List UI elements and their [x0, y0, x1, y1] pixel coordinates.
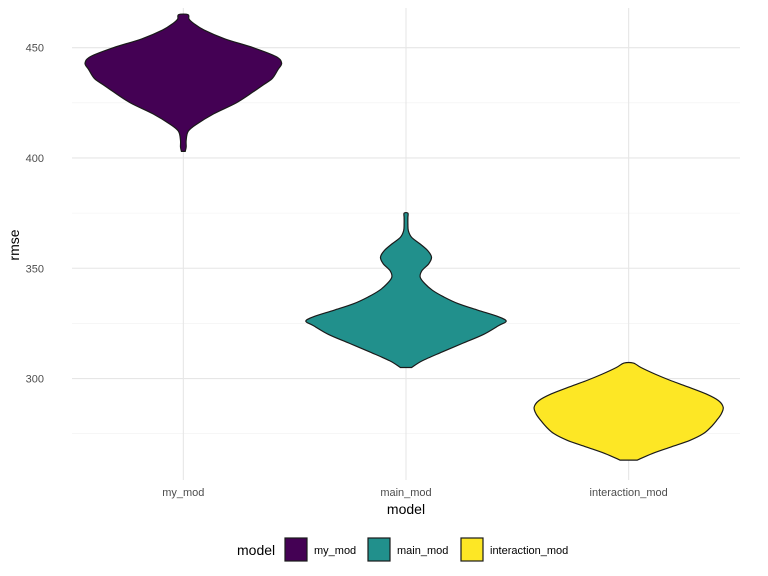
legend-key-my_mod	[284, 537, 308, 562]
legend-label-my_mod: my_mod	[314, 545, 356, 557]
y-tick-label-0: 300	[26, 374, 44, 386]
legend: model my_mod main_mod interaction_mod	[237, 537, 568, 562]
x-tick-label-interaction_mod: interaction_mod	[590, 487, 668, 499]
violin-my_mod	[84, 13, 283, 152]
x-tick-label-main_mod: main_mod	[380, 487, 431, 499]
x-axis-tick-labels: my_mod main_mod interaction_mod	[162, 487, 668, 499]
violins	[84, 13, 724, 461]
y-axis-title: rmse	[6, 229, 22, 260]
x-tick-label-my_mod: my_mod	[162, 487, 204, 499]
y-axis-tick-labels: 300 350 400 450	[26, 43, 44, 386]
legend-title: model	[237, 542, 275, 558]
x-axis-title: model	[387, 501, 425, 517]
legend-key-main_mod	[367, 537, 391, 562]
legend-label-interaction_mod: interaction_mod	[490, 545, 568, 557]
y-tick-label-2: 400	[26, 153, 44, 165]
y-tick-label-3: 450	[26, 43, 44, 55]
violin-main_mod	[305, 211, 507, 369]
legend-key-interaction_mod	[460, 537, 484, 562]
violin-interaction_mod	[533, 361, 724, 461]
y-tick-label-1: 350	[26, 263, 44, 275]
legend-label-main_mod: main_mod	[397, 545, 448, 557]
